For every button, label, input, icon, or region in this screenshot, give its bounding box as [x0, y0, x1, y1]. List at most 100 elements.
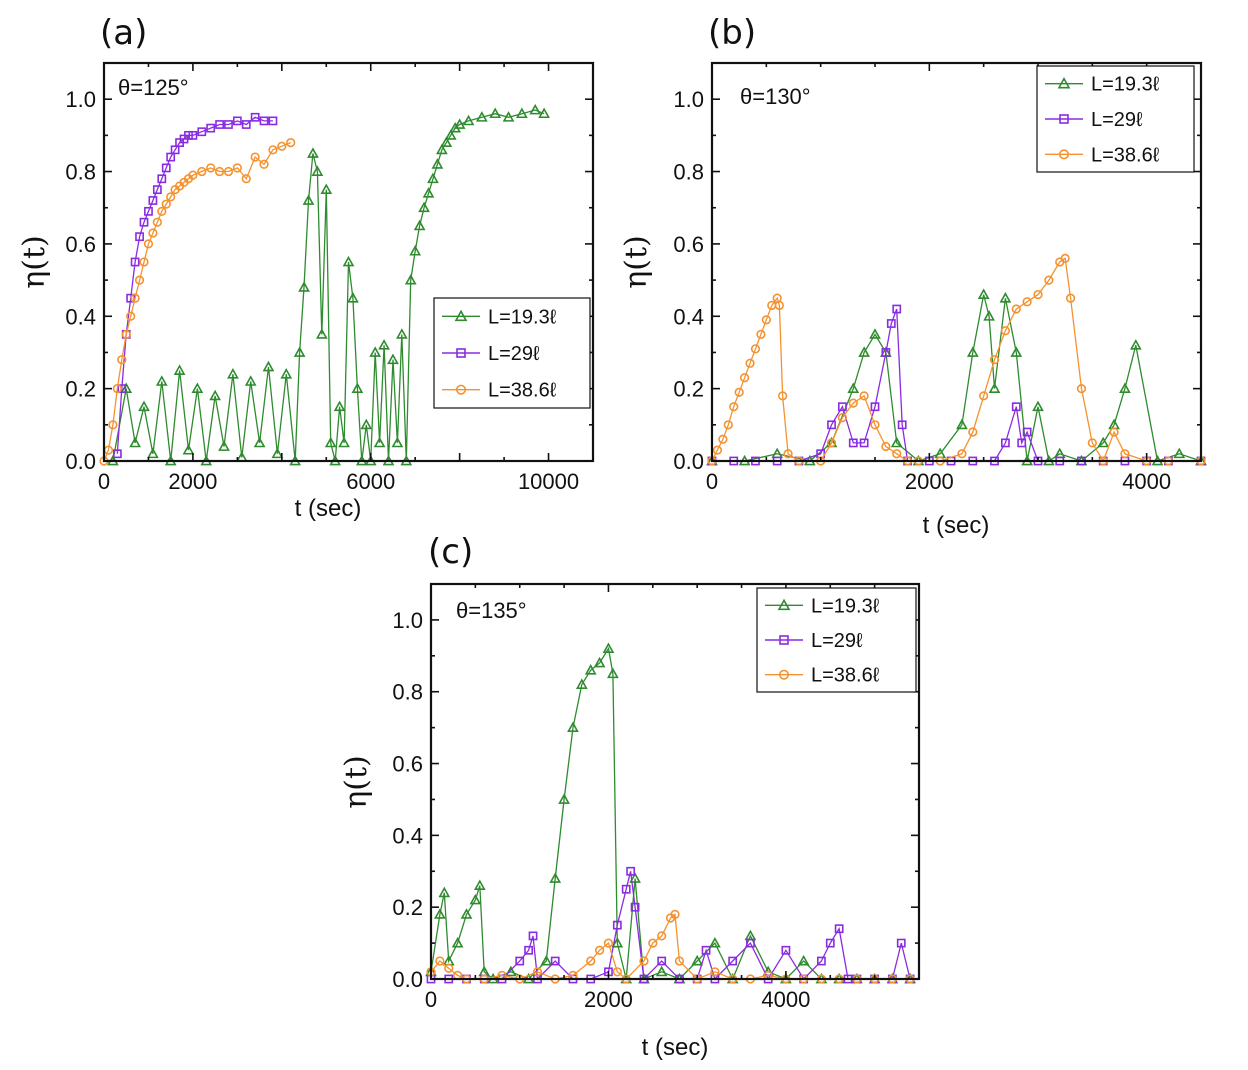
panel-a-series-1-point: [130, 257, 140, 267]
panel-a-series-2-point: [250, 152, 260, 162]
panel-c-series-2-point: [674, 956, 685, 966]
panel-b-xlabel: t (sec): [923, 512, 990, 539]
panel-c-series-0-point: [602, 642, 615, 654]
panel-a-series-2-point: [143, 239, 154, 249]
panel-a-series-0-point: [338, 436, 350, 448]
panel-a-series-0-point: [293, 346, 306, 357]
panel-c-series-2-point: [435, 956, 445, 966]
panel-a-series-0-point: [404, 273, 417, 285]
panel-a-xtick-label: 6000: [346, 469, 395, 494]
panel-a-series-0-point: [191, 382, 204, 394]
panel-a-series-0-point: [253, 436, 266, 448]
panel-c-series-0-point: [593, 656, 606, 668]
panel-b-series-1-point: [1000, 438, 1010, 448]
panel-a-series-2-point: [214, 166, 225, 177]
panel-a-series-2-point: [241, 174, 251, 184]
panel-b-annotation: θ=130°: [740, 84, 811, 109]
panel-b-series-0-point: [983, 310, 995, 321]
panel-b-series-2-point: [1060, 253, 1070, 264]
panel-b-series-0-point: [966, 346, 979, 357]
panel-b-frame: [710, 61, 1203, 463]
panel-a-series-1-point: [166, 152, 176, 162]
panel-a-series-0-point: [462, 114, 475, 126]
panel-b-series-2-point: [837, 412, 848, 423]
panel-a-series-1-point: [152, 185, 162, 195]
panel-a-series-1-point: [161, 163, 171, 173]
panel-b-series-1-point: [886, 319, 896, 328]
panel-a-series-0-point: [413, 219, 426, 231]
panel-a-legend-swatch-marker: [454, 309, 468, 322]
panel-c-series-0-point: [558, 793, 570, 804]
panel-b-series-0-point: [847, 382, 860, 394]
panel-c-series-1-point: [515, 956, 525, 966]
panel-a-series-0-point: [271, 447, 284, 459]
panel-b-series-2-point: [859, 391, 869, 401]
panel-a-series-0-point: [444, 129, 457, 140]
panel-c-legend-swatch-marker: [777, 598, 791, 611]
panel-c-series-0-point: [567, 721, 579, 733]
panel-a-series-2-point: [223, 166, 234, 177]
panel-c-ylabel: η(t): [339, 755, 374, 808]
panel-c-series-1-point: [701, 945, 711, 955]
panel-a-series-1-point: [215, 120, 224, 129]
panel-a-series-2-point: [259, 159, 269, 169]
panel-c-series-2-point: [444, 963, 454, 973]
panel-a-series-2-point: [286, 137, 296, 148]
panel-b-series-2-point: [1065, 293, 1076, 303]
panel-a-series-1-point: [117, 384, 127, 394]
panel-c-series-1-point: [626, 866, 636, 876]
panel-c-legend-label: L=29ℓ: [811, 630, 863, 652]
panel-c-marks: [425, 642, 916, 984]
panel-a-series-0-point: [369, 346, 382, 357]
panel-c-series-1-point: [612, 920, 622, 930]
panel-c-label: (c): [428, 532, 473, 572]
panel-a-series-0-point: [182, 443, 195, 455]
panel-a-series-0-point: [516, 107, 528, 119]
panel-b-ytick-label: 0.8: [673, 160, 704, 185]
panel-b-series-1-point: [897, 420, 907, 430]
panel-a-series-1-point: [224, 120, 233, 129]
panel-c-series-0-point: [629, 872, 641, 883]
panel-b-label: (b): [708, 13, 756, 53]
panel-b-series-1-line: [712, 308, 1201, 462]
panel-a-series-1-point: [184, 130, 193, 140]
panel-c-series-0-point: [575, 678, 588, 689]
panel-c-series-1-point: [825, 938, 835, 948]
panel-a-series-1-point: [206, 123, 216, 133]
panel-a-series-1-point: [139, 217, 149, 227]
panel-c-annotation: θ=135°: [456, 598, 527, 623]
panel-c-series-0-point: [611, 936, 624, 948]
panel-b-series-2-point: [718, 434, 728, 444]
panel-c-series-0-point: [434, 908, 446, 919]
panel-c-series-2-point: [594, 945, 605, 955]
panel-a-series-0-point: [418, 201, 430, 213]
panel-a-series-2-point: [112, 384, 122, 394]
panel-c-ytick-label: 0.4: [392, 823, 423, 848]
panel-c-series-2-point: [532, 967, 543, 977]
panel-a-series-0-point: [209, 389, 221, 401]
panel-b-series-0-point: [1129, 339, 1142, 350]
panel-b-series-0-point: [999, 292, 1012, 303]
panel-a-series-0-point: [262, 360, 275, 372]
panel-c-series-1-point: [816, 956, 826, 966]
panel-a-legend-label: L=29ℓ: [488, 343, 540, 365]
panel-c-series-0-point: [451, 936, 464, 948]
panel-c-legend-swatch-marker: [778, 669, 790, 680]
panel-b-series-2-point: [778, 391, 788, 401]
panel-c-series-1-point: [834, 924, 844, 934]
panel-b-series-2-line: [711, 257, 1201, 463]
panel-a-series-1-point: [148, 196, 158, 205]
panel-a-series-0-point: [351, 382, 364, 394]
panel-a-ytick-label: 0.6: [65, 232, 96, 257]
panel-a-series-2-point: [161, 199, 171, 209]
panel-b-series-0-point: [858, 346, 870, 357]
panel-b-series-0-point: [1010, 346, 1023, 357]
panel-a-ytick-label: 0.2: [65, 377, 96, 402]
panel-b-series-1-point: [837, 402, 847, 412]
panel-c-ytick-label: 0.2: [392, 895, 423, 920]
panel-a-series-0-point: [502, 111, 515, 122]
panel-a-series-1-point: [144, 206, 153, 216]
panel-a-legend-label: L=19.3ℓ: [488, 306, 557, 328]
panel-b-series-1-point: [1017, 438, 1027, 448]
panel-b-series-1-point: [881, 348, 891, 357]
